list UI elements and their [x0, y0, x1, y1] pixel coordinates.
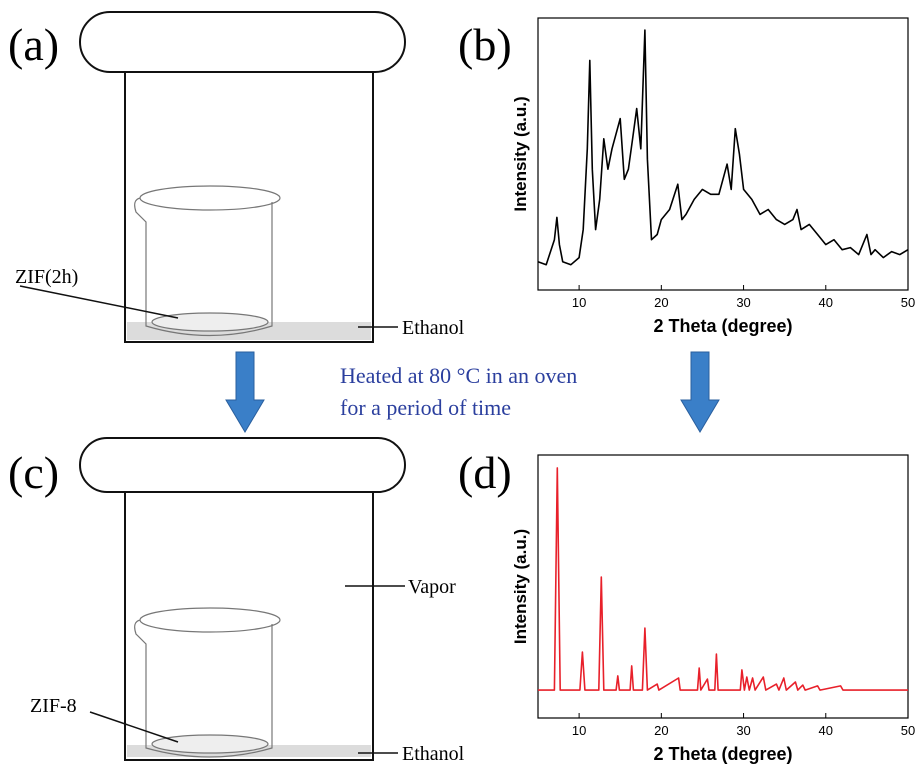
- arrow: [225, 351, 265, 433]
- annotation: Ethanol: [402, 743, 465, 765]
- x-tick-label: 50: [901, 295, 915, 310]
- panel-label: (c): [8, 447, 59, 498]
- x-tick-label: 40: [819, 295, 833, 310]
- panel-label: (b): [458, 19, 512, 70]
- vessel: [124, 492, 374, 761]
- x-axis-label: 2 Theta (degree): [653, 316, 792, 336]
- plot-frame: [537, 17, 909, 291]
- lid: [79, 437, 406, 493]
- y-axis-label: Intensity (a.u.): [511, 529, 530, 644]
- panel-label: (d): [458, 447, 512, 498]
- pointer: [89, 711, 179, 743]
- x-tick-label: 30: [736, 723, 750, 738]
- x-tick-label: 10: [572, 723, 586, 738]
- line-series: [537, 29, 909, 266]
- x-tick-label: 10: [572, 295, 586, 310]
- x-axis-label: 2 Theta (degree): [653, 744, 792, 764]
- x-tick-label: 20: [654, 723, 668, 738]
- vessel: [124, 72, 374, 343]
- arrow: [680, 351, 720, 433]
- x-tick-label: 50: [901, 723, 915, 738]
- annotation: ZIF(2h): [15, 266, 78, 288]
- annotation: ZIF-8: [30, 695, 77, 717]
- annotation: for a period of time: [340, 395, 511, 420]
- line-series: [538, 467, 908, 691]
- plot-frame: [537, 454, 909, 719]
- x-tick-label: 30: [736, 295, 750, 310]
- annotation: Heated at 80 °C in an oven: [340, 363, 577, 388]
- panel-label: (a): [8, 19, 59, 70]
- beaker: [134, 185, 281, 337]
- x-tick-label: 40: [819, 723, 833, 738]
- lid: [79, 11, 406, 73]
- annotation: Vapor: [408, 576, 456, 598]
- container-a: [19, 11, 406, 343]
- container-c: [79, 437, 406, 761]
- annotation: Ethanol: [402, 317, 465, 339]
- x-tick-label: 20: [654, 295, 668, 310]
- y-axis-label: Intensity (a.u.): [511, 96, 530, 211]
- beaker: [134, 607, 281, 758]
- pointer: [19, 285, 179, 319]
